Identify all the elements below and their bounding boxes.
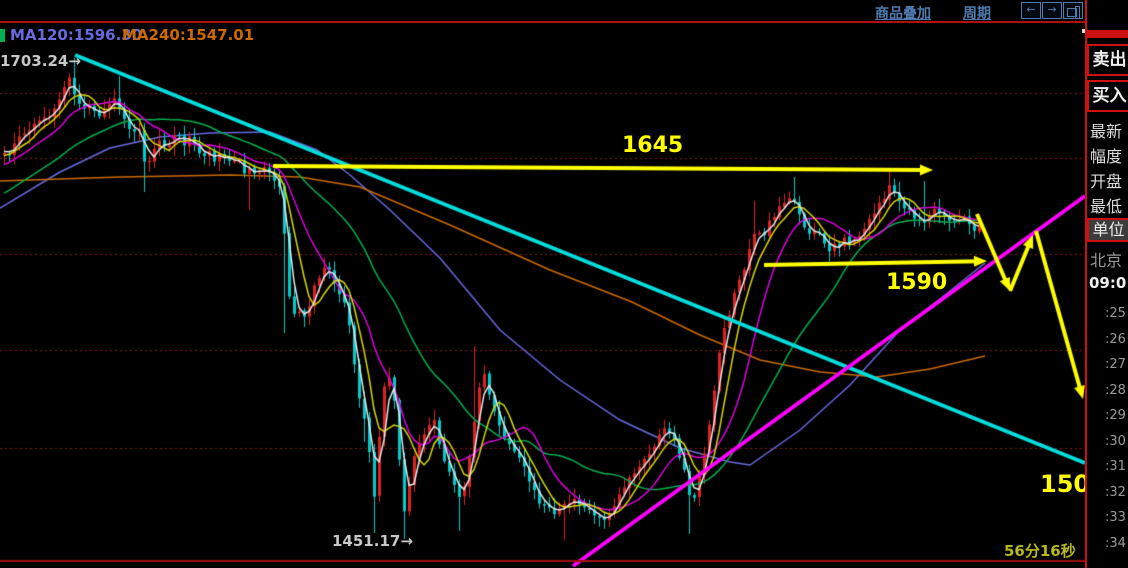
split-window-glyph-bar — [1075, 6, 1080, 19]
split-window-glyph — [1067, 8, 1077, 17]
session-low-label: 1451.17→ — [332, 532, 413, 550]
row-low-label: 最低 — [1090, 197, 1123, 216]
time-label: :31 — [1105, 459, 1126, 474]
session-time-label: 09:0 — [1089, 274, 1127, 292]
time-label: :32 — [1105, 484, 1126, 500]
time-label: :34 — [1105, 535, 1126, 551]
buy-button[interactable]: 买入 — [1087, 80, 1128, 112]
time-label: :28 — [1105, 382, 1126, 398]
toolbar: 商品叠加 周期 ← → — [0, 0, 1085, 23]
split-window-icon[interactable] — [1063, 2, 1083, 19]
row-latest-label: 最新 — [1090, 122, 1123, 141]
period-link[interactable]: 周期 — [963, 6, 991, 22]
border-tick — [1082, 29, 1085, 33]
page-left-icon[interactable]: ← — [1021, 2, 1041, 19]
commodity-overlay-link[interactable]: 商品叠加 — [875, 6, 931, 22]
session-high-label: 1703.24→ — [0, 52, 81, 70]
support-level-label: 1590 — [886, 270, 948, 295]
row-open-label: 开盘 — [1090, 172, 1123, 191]
row-range-label: 幅度 — [1090, 147, 1123, 166]
bar-countdown-label: 56分16秒 — [1004, 542, 1076, 560]
sidebar-red-bar — [1087, 30, 1128, 38]
ma240-value-label: MA240:1547.01 — [122, 26, 255, 44]
time-label: :27 — [1105, 357, 1126, 372]
time-label: :29 — [1105, 408, 1126, 423]
time-label: :33 — [1105, 510, 1126, 525]
unit-button[interactable]: 单位 — [1087, 218, 1128, 242]
ma120-value-label: MA120:1596.30 — [10, 26, 143, 44]
sell-button[interactable]: 卖出 — [1087, 44, 1128, 76]
time-label: :25 — [1105, 306, 1126, 321]
resistance-level-label: 1645 — [622, 133, 684, 158]
clipped-ma-label-fragment — [0, 29, 5, 42]
time-label: :26 — [1105, 331, 1126, 347]
page-right-icon[interactable]: → — [1042, 2, 1062, 19]
time-label: :30 — [1105, 433, 1126, 449]
beijing-label: 北京 — [1090, 251, 1123, 270]
quote-sidebar: 卖出 买入 最新 幅度 开盘 最低 单位 北京 09:0 :25 :26 :27 :2… — [1082, 0, 1128, 568]
